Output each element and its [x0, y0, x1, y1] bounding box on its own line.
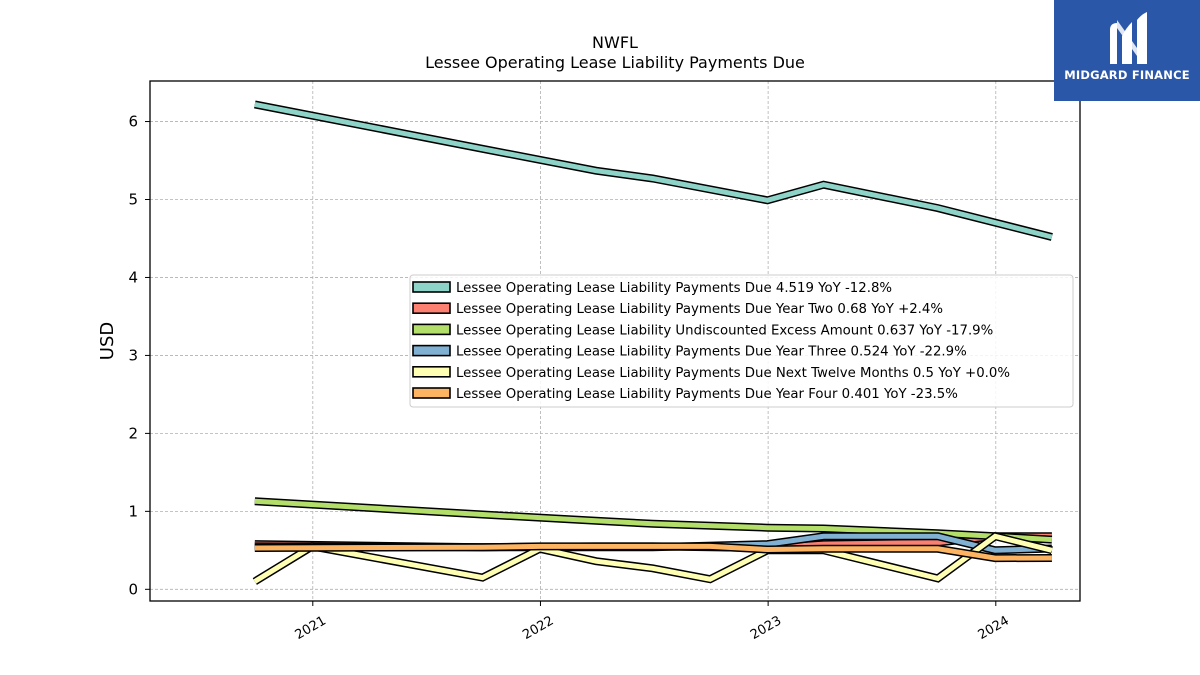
chart-title: NWFL [592, 33, 638, 52]
y-tick-label: 2 [128, 424, 138, 442]
series-line [254, 542, 1052, 563]
series-line-stroke [254, 101, 1053, 240]
y-tick-label: 0 [128, 580, 138, 598]
series-line [254, 100, 1053, 241]
y-tick-label: 3 [128, 346, 138, 364]
midgard-m-logo-icon [1110, 12, 1147, 64]
x-tick-label: 2024 [976, 613, 1012, 643]
series-line [254, 497, 1053, 544]
legend-swatch [412, 387, 451, 399]
series-lines [252, 100, 1053, 585]
x-tick-label: 2021 [293, 613, 329, 643]
legend-swatch [412, 365, 451, 378]
legend-label: Lessee Operating Lease Liability Payment… [456, 302, 943, 317]
legend-swatch [412, 323, 451, 336]
plot-frame [149, 80, 1081, 602]
y-tick-label: 5 [128, 191, 138, 209]
legend-label: Lessee Operating Lease Liability Payment… [456, 281, 892, 296]
y-axis-label: USD [97, 322, 118, 360]
series-line [252, 531, 1053, 585]
y-tick-label: 6 [128, 113, 138, 131]
legend-box [409, 274, 1074, 408]
legend-swatch [412, 302, 451, 315]
series-line-outline [254, 100, 1053, 241]
series-line-stroke [254, 498, 1053, 543]
y-tick-label: 1 [128, 502, 138, 520]
legend-label: Lessee Operating Lease Liability Undisco… [456, 323, 993, 338]
brand-logo: MIDGARD FINANCE [1054, 0, 1200, 101]
y-tick-label: 4 [128, 268, 138, 286]
brand-name: MIDGARD FINANCE [1064, 68, 1190, 82]
series-line-stroke [253, 533, 1053, 584]
legend-label: Lessee Operating Lease Liability Payment… [456, 345, 967, 360]
legend-label: Lessee Operating Lease Liability Payment… [456, 387, 958, 402]
x-tick-label: 2022 [520, 613, 556, 643]
chart-subtitle: Lessee Operating Lease Liability Payment… [425, 53, 805, 72]
x-tick-label: 2023 [748, 613, 784, 643]
series-line-stroke [254, 543, 1052, 561]
legend-swatch [412, 281, 451, 293]
legend: Lessee Operating Lease Liability Payment… [409, 274, 1074, 408]
legend-label: Lessee Operating Lease Liability Payment… [456, 366, 1010, 381]
legend-swatch [412, 344, 451, 357]
